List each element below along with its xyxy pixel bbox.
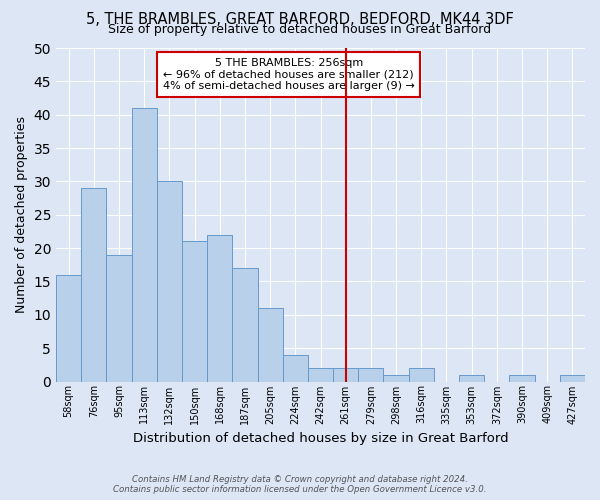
Y-axis label: Number of detached properties: Number of detached properties (15, 116, 28, 314)
Bar (182, 242, 207, 382)
Bar (308, 368, 333, 382)
Text: 5, THE BRAMBLES, GREAT BARFORD, BEDFORD, MK44 3DF: 5, THE BRAMBLES, GREAT BARFORD, BEDFORD,… (86, 12, 514, 28)
Bar (560, 375, 585, 382)
Bar (157, 182, 182, 382)
Bar (283, 355, 308, 382)
Bar (509, 375, 535, 382)
Bar (131, 108, 157, 382)
Bar (459, 375, 484, 382)
Bar (232, 268, 257, 382)
Bar (81, 188, 106, 382)
Bar (207, 235, 232, 382)
Text: Size of property relative to detached houses in Great Barford: Size of property relative to detached ho… (109, 22, 491, 36)
Bar (56, 275, 81, 382)
Bar (333, 368, 358, 382)
Bar (358, 368, 383, 382)
Bar (409, 368, 434, 382)
Text: Contains HM Land Registry data © Crown copyright and database right 2024.
Contai: Contains HM Land Registry data © Crown c… (113, 474, 487, 494)
Bar (383, 375, 409, 382)
Bar (257, 308, 283, 382)
Text: 5 THE BRAMBLES: 256sqm
← 96% of detached houses are smaller (212)
4% of semi-det: 5 THE BRAMBLES: 256sqm ← 96% of detached… (163, 58, 415, 91)
X-axis label: Distribution of detached houses by size in Great Barford: Distribution of detached houses by size … (133, 432, 508, 445)
Bar (106, 255, 131, 382)
